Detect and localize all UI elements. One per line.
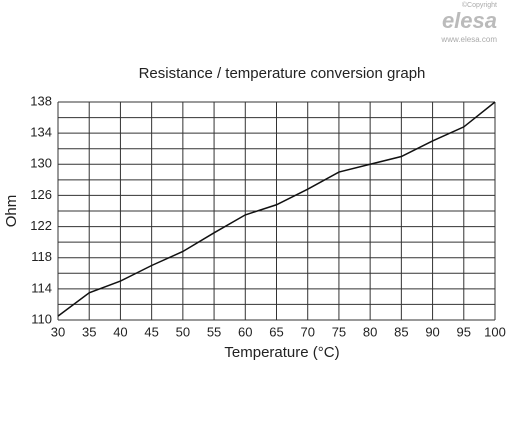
y-tick-label: 114	[31, 280, 52, 295]
x-axis-label: Temperature (°C)	[224, 344, 339, 361]
data-line	[57, 101, 496, 317]
x-tick-label: 70	[300, 324, 314, 339]
y-tick-label: 110	[31, 311, 52, 326]
x-tick-label: 85	[394, 324, 408, 339]
copyright: ©Copyright	[462, 1, 497, 9]
x-tick-label: 95	[457, 324, 471, 339]
y-tick-label: 122	[30, 218, 52, 233]
x-tick-label: 60	[238, 324, 252, 339]
x-tick-label: 45	[144, 324, 158, 339]
y-tick-label: 130	[30, 156, 52, 171]
brand-url: www.elesa.com	[440, 35, 497, 44]
x-tick-label: 30	[51, 324, 65, 339]
chart-title: Resistance / temperature conversion grap…	[139, 65, 426, 82]
x-tick-label: 80	[363, 324, 377, 339]
y-tick-label: 134	[30, 125, 52, 140]
brand-logo: elesa	[442, 8, 497, 33]
x-tick-label: 65	[269, 324, 283, 339]
x-tick-label: 40	[113, 324, 127, 339]
x-tick-label: 75	[332, 324, 346, 339]
y-tick-label: 138	[30, 93, 52, 108]
y-tick-label: 126	[30, 187, 52, 202]
x-tick-label: 100	[484, 324, 506, 339]
x-tick-label: 35	[82, 324, 96, 339]
x-tick-label: 90	[425, 324, 439, 339]
x-tick-label: 55	[207, 324, 221, 339]
x-tick-label: 50	[176, 324, 190, 339]
y-axis-label: Ohm	[3, 195, 20, 228]
y-tick-label: 118	[31, 249, 52, 264]
